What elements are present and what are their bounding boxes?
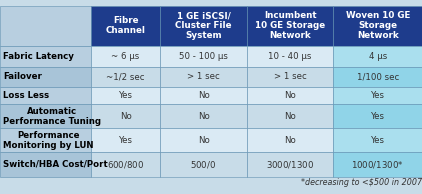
Bar: [333, 67, 422, 87]
Text: No: No: [120, 112, 131, 121]
Text: Yes: Yes: [119, 91, 133, 100]
Text: No: No: [284, 112, 296, 121]
Text: Switch/HBA Cost/Port: Switch/HBA Cost/Port: [3, 160, 108, 169]
Bar: [333, 128, 422, 152]
Bar: [247, 67, 333, 87]
Bar: [0, 104, 91, 128]
Text: 4 μs: 4 μs: [368, 52, 387, 61]
Bar: [333, 6, 422, 46]
Text: 10 - 40 μs: 10 - 40 μs: [268, 52, 312, 61]
Text: No: No: [284, 136, 296, 145]
Bar: [0, 152, 91, 177]
Text: > 1 sec: > 1 sec: [274, 72, 306, 81]
Bar: [91, 6, 160, 46]
Bar: [333, 87, 422, 104]
Text: No: No: [198, 91, 209, 100]
Bar: [247, 104, 333, 128]
Text: Incumbent
10 GE Storage
Network: Incumbent 10 GE Storage Network: [255, 11, 325, 40]
Bar: [160, 104, 247, 128]
Bar: [247, 87, 333, 104]
Text: Loss Less: Loss Less: [3, 91, 49, 100]
Text: 50 - 100 μs: 50 - 100 μs: [179, 52, 228, 61]
Bar: [160, 128, 247, 152]
Bar: [333, 46, 422, 67]
Bar: [0, 87, 91, 104]
Bar: [91, 87, 160, 104]
Bar: [91, 128, 160, 152]
Text: $600/$800: $600/$800: [107, 159, 144, 170]
Bar: [160, 152, 247, 177]
Text: Yes: Yes: [371, 136, 385, 145]
Bar: [247, 46, 333, 67]
Bar: [160, 46, 247, 67]
Text: No: No: [198, 136, 209, 145]
Bar: [160, 67, 247, 87]
Bar: [247, 128, 333, 152]
Bar: [247, 152, 333, 177]
Text: 1/100 sec: 1/100 sec: [357, 72, 399, 81]
Bar: [160, 6, 247, 46]
Text: Yes: Yes: [119, 136, 133, 145]
Bar: [333, 104, 422, 128]
Bar: [0, 6, 91, 46]
Bar: [247, 6, 333, 46]
Text: Fabric Latency: Fabric Latency: [3, 52, 74, 61]
Text: Fibre
Channel: Fibre Channel: [106, 16, 146, 35]
Text: Yes: Yes: [371, 112, 385, 121]
Bar: [91, 152, 160, 177]
Bar: [160, 87, 247, 104]
Bar: [0, 128, 91, 152]
Text: Failover: Failover: [3, 72, 42, 81]
Text: ~1/2 sec: ~1/2 sec: [106, 72, 145, 81]
Text: Performance
Monitoring by LUN: Performance Monitoring by LUN: [3, 131, 94, 150]
Text: Yes: Yes: [371, 91, 385, 100]
Text: Automatic
Performance Tuning: Automatic Performance Tuning: [3, 107, 101, 126]
Text: $3000/$1300: $3000/$1300: [266, 159, 314, 170]
Text: > 1 sec: > 1 sec: [187, 72, 220, 81]
Text: No: No: [284, 91, 296, 100]
Text: Woven 10 GE
Storage
Network: Woven 10 GE Storage Network: [346, 11, 410, 40]
Bar: [91, 67, 160, 87]
Text: *decreasing to <$500 in 2007: *decreasing to <$500 in 2007: [301, 178, 422, 186]
Text: No: No: [198, 112, 209, 121]
Bar: [0, 46, 91, 67]
Bar: [0, 67, 91, 87]
Text: $500/$0: $500/$0: [190, 159, 217, 170]
Bar: [91, 46, 160, 67]
Text: 1 GE iSCSI/
Cluster File
System: 1 GE iSCSI/ Cluster File System: [176, 11, 232, 40]
Bar: [91, 104, 160, 128]
Bar: [333, 152, 422, 177]
Text: $1000/$1300*: $1000/$1300*: [351, 159, 404, 170]
Text: ~ 6 μs: ~ 6 μs: [111, 52, 140, 61]
